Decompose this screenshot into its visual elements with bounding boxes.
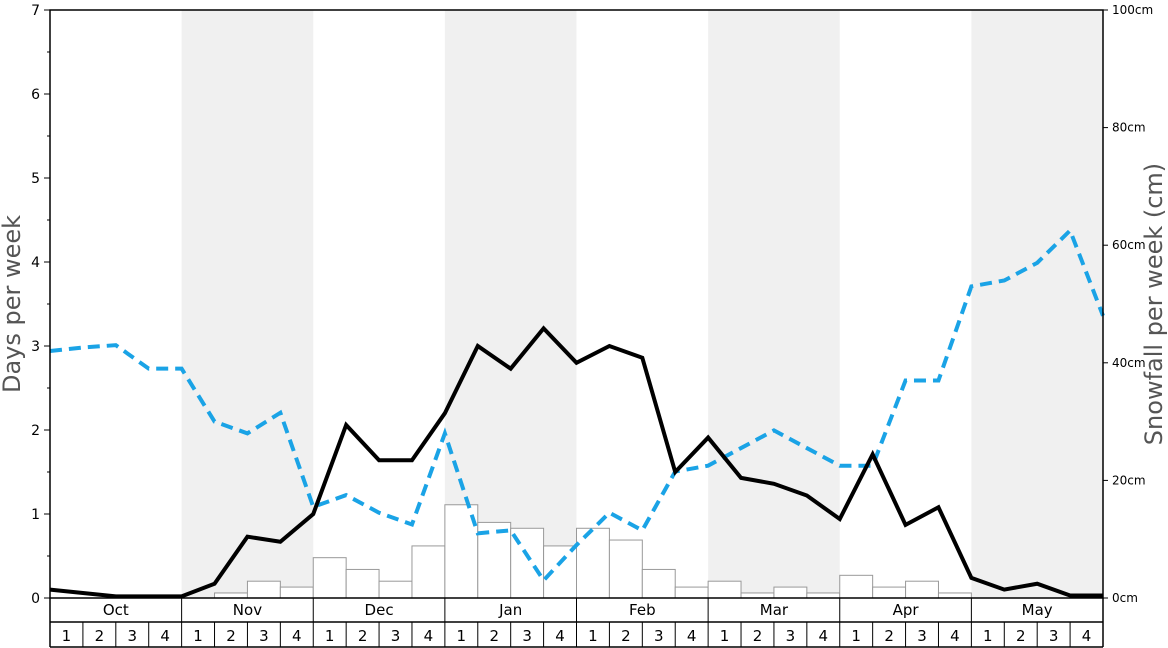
- month-label: Oct: [103, 601, 129, 619]
- snowfall-bar: [937, 592, 972, 599]
- week-label: 3: [522, 627, 532, 645]
- week-label: 1: [62, 627, 72, 645]
- snowfall-bar: [214, 592, 248, 599]
- week-label: 3: [654, 627, 664, 645]
- solid-series-line: [49, 325, 1103, 599]
- week-label: 4: [1082, 627, 1092, 645]
- dashed-series-line: [49, 226, 1105, 584]
- week-label: 2: [489, 627, 499, 645]
- week-label: 4: [687, 627, 697, 645]
- right-tick-label: 40cm: [1112, 356, 1146, 370]
- snowfall-bar: [576, 527, 610, 599]
- right-axis: 0cm 20cm 40cm 60cm 80cm 100cm: [1103, 3, 1153, 605]
- week-label: 3: [917, 627, 927, 645]
- week-label: 2: [884, 627, 894, 645]
- left-tick-label: 3: [31, 339, 40, 355]
- week-label: 2: [358, 627, 368, 645]
- left-tick-label: 0: [31, 591, 40, 607]
- shade-nov: [181, 10, 314, 598]
- left-axis: 0 1 2 3 4 5 6 7: [31, 3, 50, 607]
- week-label: 2: [226, 627, 236, 645]
- snowfall-bar: [707, 580, 742, 599]
- month-label: Mar: [760, 601, 789, 619]
- month-label: Apr: [893, 601, 920, 619]
- snowfall-bar: [872, 586, 907, 599]
- snowfall-bar: [839, 574, 874, 599]
- right-tick-label: 20cm: [1112, 473, 1146, 487]
- right-tick-label: 80cm: [1112, 121, 1146, 135]
- left-tick-label: 2: [31, 423, 40, 439]
- left-axis-label: Days per week: [0, 215, 26, 393]
- week-label: 3: [127, 627, 137, 645]
- snowfall-bar: [773, 586, 808, 599]
- week-label: 2: [95, 627, 105, 645]
- week-label: 3: [259, 627, 269, 645]
- right-tick-label: 0cm: [1112, 591, 1138, 605]
- snowfall-bar: [641, 568, 676, 599]
- month-label: Nov: [233, 601, 262, 619]
- month-shading: [181, 10, 1103, 598]
- snowfall-bar: [378, 580, 413, 599]
- week-label: 1: [983, 627, 993, 645]
- week-label: 4: [424, 627, 434, 645]
- snowfall-bar: [740, 592, 775, 599]
- week-label: 4: [819, 627, 829, 645]
- shade-mar: [708, 10, 840, 598]
- right-tick-label: 60cm: [1112, 238, 1146, 252]
- week-label: 3: [1049, 627, 1059, 645]
- week-label: 1: [851, 627, 861, 645]
- snowfall-bars: [214, 504, 972, 599]
- snowfall-bar: [246, 580, 281, 599]
- week-label: 1: [457, 627, 467, 645]
- snowfall-bar: [477, 521, 512, 599]
- week-label: 2: [621, 627, 631, 645]
- week-label: 3: [786, 627, 796, 645]
- week-label: 2: [753, 627, 763, 645]
- month-label: Jan: [498, 601, 522, 619]
- week-label: 1: [588, 627, 598, 645]
- left-tick-label: 6: [31, 87, 40, 103]
- snowfall-bar: [543, 545, 577, 599]
- snowfall-bar: [674, 586, 709, 599]
- week-label: 2: [1016, 627, 1026, 645]
- snowfall-bar: [279, 586, 314, 599]
- series-lines: [49, 226, 1105, 599]
- left-tick-label: 4: [31, 255, 40, 271]
- snowfall-bar: [312, 557, 347, 599]
- week-label: 4: [292, 627, 302, 645]
- week-row: 1 2 3 4 1 2 3 4 1 2 3 4 1 2 3 4 1 2 3 4 1 2 3 4 1 2 3 4 1 2 3 4: [62, 622, 1092, 647]
- left-tick-label: 5: [31, 171, 40, 187]
- snowfall-bar: [345, 568, 380, 599]
- week-label: 4: [950, 627, 960, 645]
- snowfall-bar: [905, 580, 939, 599]
- week-label: 3: [391, 627, 401, 645]
- right-tick-label: 100cm: [1112, 3, 1153, 17]
- snowfall-bar: [411, 545, 446, 599]
- month-label: May: [1022, 601, 1053, 619]
- left-tick-label: 7: [31, 3, 40, 19]
- snowfall-bar: [608, 539, 643, 599]
- month-label: Dec: [365, 601, 394, 619]
- snowfall-bar: [806, 592, 841, 599]
- week-label: 1: [193, 627, 203, 645]
- left-tick-label: 1: [31, 507, 40, 523]
- week-label: 1: [325, 627, 335, 645]
- shade-may: [971, 10, 1103, 598]
- week-label: 1: [720, 627, 730, 645]
- week-label: 4: [555, 627, 565, 645]
- right-axis-label: Snowfall per week (cm): [1140, 163, 1168, 445]
- month-label: Feb: [629, 601, 656, 619]
- week-label: 4: [160, 627, 170, 645]
